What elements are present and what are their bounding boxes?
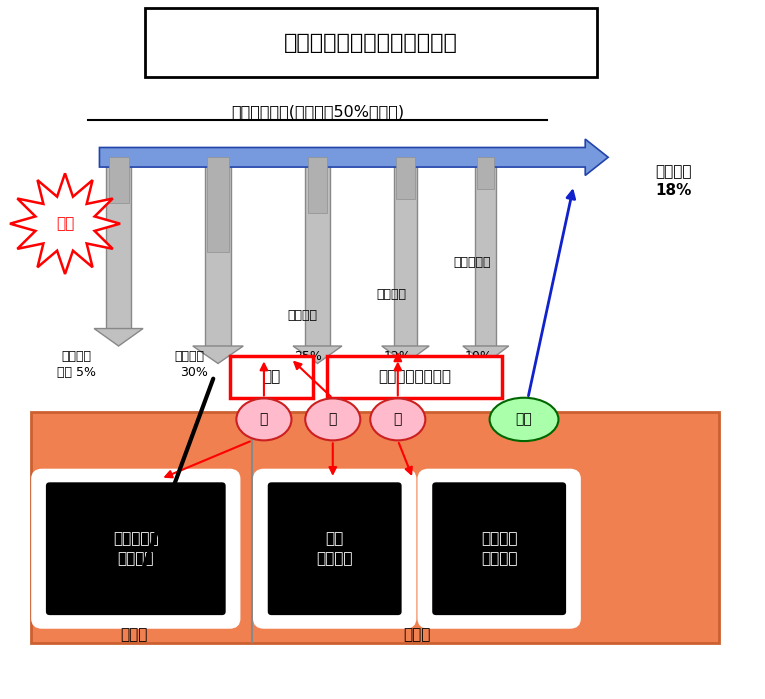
Text: ポンプ損失: ポンプ損失 bbox=[454, 256, 491, 268]
Text: 熱: 熱 bbox=[260, 412, 268, 426]
FancyBboxPatch shape bbox=[46, 482, 226, 615]
Polygon shape bbox=[10, 173, 120, 274]
FancyArrow shape bbox=[99, 139, 608, 175]
Text: 機械損失: 機械損失 bbox=[376, 289, 406, 301]
Polygon shape bbox=[475, 157, 496, 346]
Ellipse shape bbox=[236, 398, 291, 440]
Polygon shape bbox=[477, 157, 494, 189]
Polygon shape bbox=[94, 329, 143, 346]
Polygon shape bbox=[205, 157, 231, 346]
FancyBboxPatch shape bbox=[230, 356, 313, 398]
Text: 暖房: 暖房 bbox=[262, 369, 281, 384]
FancyBboxPatch shape bbox=[255, 470, 415, 627]
FancyBboxPatch shape bbox=[33, 470, 239, 627]
FancyBboxPatch shape bbox=[327, 356, 502, 398]
Text: 熱電変換
システム: 熱電変換 システム bbox=[481, 531, 517, 566]
Text: 排気損失: 排気損失 bbox=[174, 350, 205, 363]
Polygon shape bbox=[193, 346, 243, 363]
Text: 有効仕事: 有効仕事 bbox=[655, 164, 692, 179]
Polygon shape bbox=[394, 157, 417, 346]
Text: 熱: 熱 bbox=[394, 412, 402, 426]
Text: 排気熱回収
システム: 排気熱回収 システム bbox=[113, 531, 158, 566]
Text: ガソリンエン(ジン負荷50%の場合): ガソリンエン(ジン負荷50%の場合) bbox=[231, 104, 404, 120]
Polygon shape bbox=[396, 157, 415, 199]
Ellipse shape bbox=[490, 398, 558, 441]
Text: ほか 5%: ほか 5% bbox=[57, 366, 96, 380]
Polygon shape bbox=[308, 157, 327, 213]
FancyBboxPatch shape bbox=[432, 482, 566, 615]
Text: 熱: 熱 bbox=[329, 412, 337, 426]
Text: 未燃損失: 未燃損失 bbox=[61, 350, 92, 363]
Polygon shape bbox=[207, 157, 229, 252]
FancyBboxPatch shape bbox=[268, 482, 402, 615]
Text: 18%: 18% bbox=[655, 182, 692, 198]
FancyBboxPatch shape bbox=[31, 412, 719, 643]
Ellipse shape bbox=[370, 398, 425, 440]
Text: 燃焼: 燃焼 bbox=[56, 216, 74, 231]
Text: 熱収支と排熱回収のイメージ: 熱収支と排熱回収のイメージ bbox=[284, 33, 458, 52]
FancyBboxPatch shape bbox=[419, 470, 579, 627]
Polygon shape bbox=[382, 346, 429, 363]
Polygon shape bbox=[106, 157, 131, 329]
Text: 30%: 30% bbox=[181, 366, 208, 380]
Text: 暖気後: 暖気後 bbox=[403, 627, 431, 642]
Text: フリクション低減: フリクション低減 bbox=[378, 369, 451, 384]
Text: 蓄熱
システム: 蓄熱 システム bbox=[317, 531, 353, 566]
Text: 電力: 電力 bbox=[516, 412, 532, 426]
Text: 12%: 12% bbox=[384, 350, 412, 363]
FancyBboxPatch shape bbox=[145, 8, 597, 77]
Text: 10%: 10% bbox=[464, 350, 492, 363]
Text: 暖気中: 暖気中 bbox=[120, 627, 148, 642]
Text: 冷却損失: 冷却損失 bbox=[288, 310, 317, 322]
Text: 25%: 25% bbox=[295, 350, 322, 363]
Polygon shape bbox=[109, 157, 129, 203]
Polygon shape bbox=[293, 346, 342, 363]
Polygon shape bbox=[463, 346, 509, 363]
Polygon shape bbox=[305, 157, 330, 346]
Ellipse shape bbox=[305, 398, 360, 440]
